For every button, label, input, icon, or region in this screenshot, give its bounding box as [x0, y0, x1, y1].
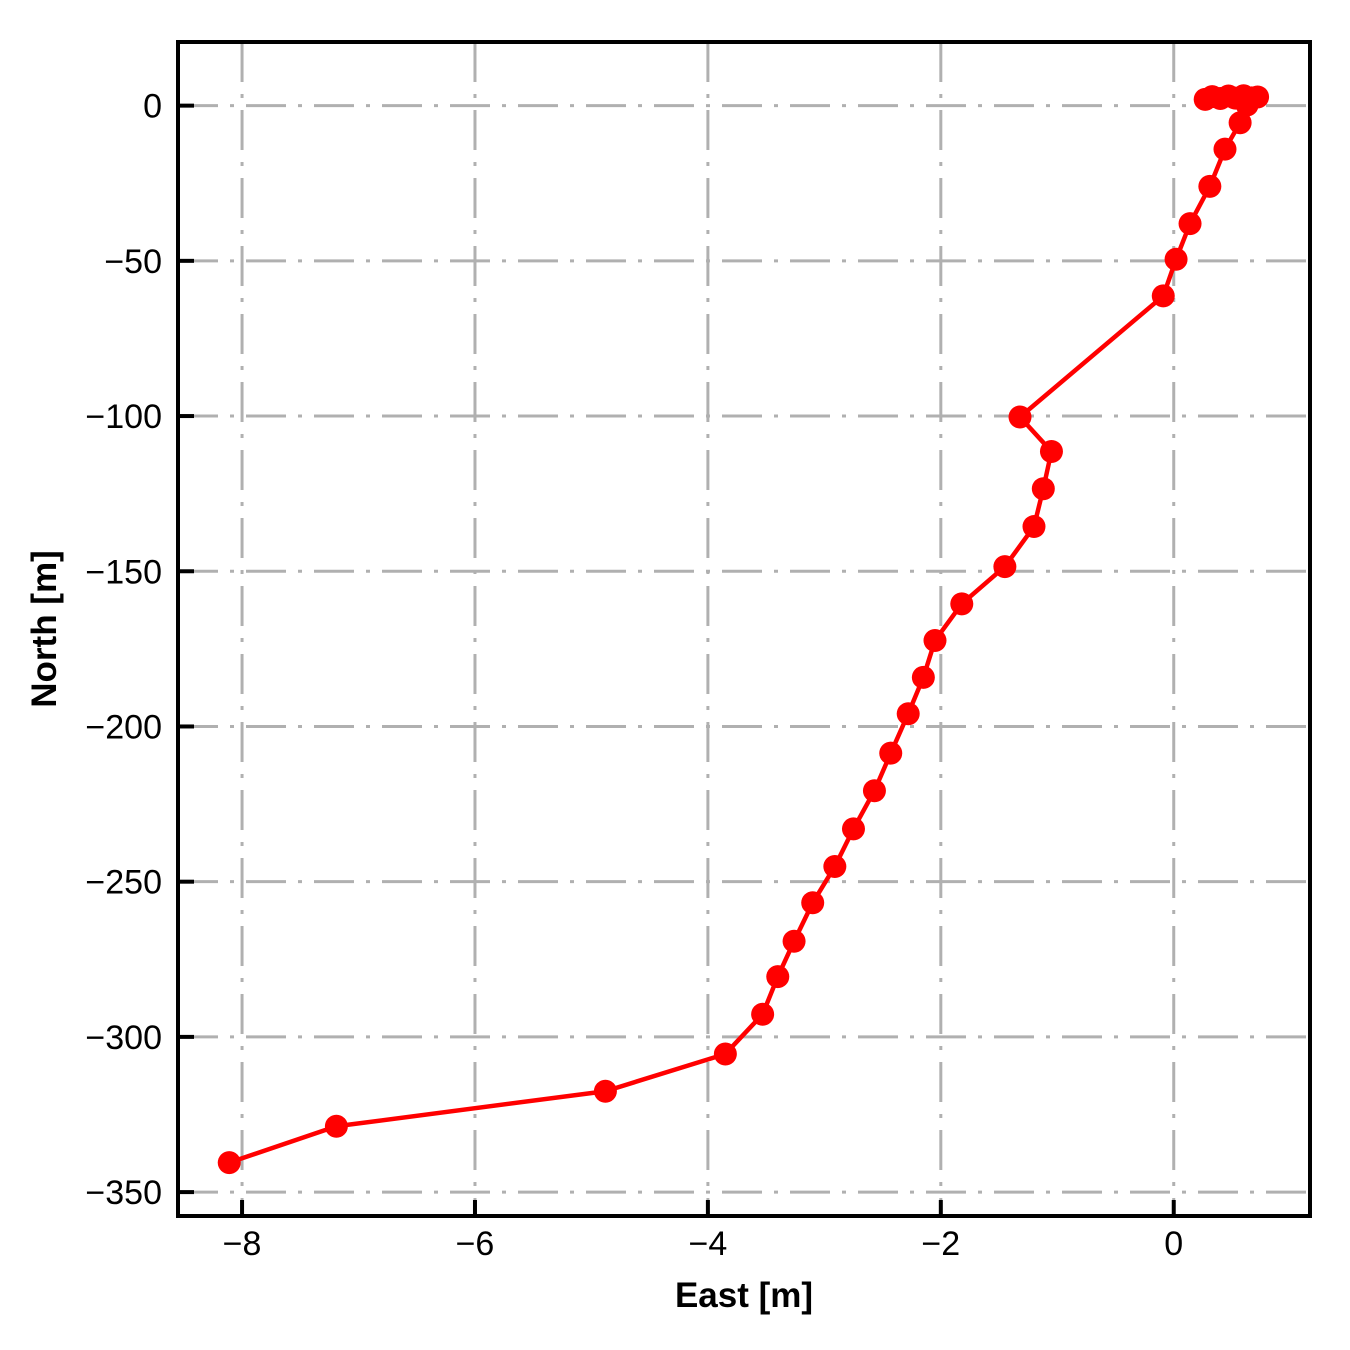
axis-layer	[176, 40, 1312, 1218]
data-point	[593, 1079, 617, 1103]
data-point	[841, 817, 865, 841]
x-tick-label: −2	[921, 1225, 960, 1263]
data-point	[1198, 174, 1222, 198]
data-point	[862, 779, 886, 803]
data-point	[896, 702, 920, 726]
y-tick-label: −150	[85, 553, 162, 591]
data-point	[1235, 93, 1259, 117]
y-tick-label: −100	[85, 398, 162, 436]
grid-layer	[178, 42, 1310, 1216]
y-tick-label: −300	[85, 1019, 162, 1057]
data-layer	[217, 84, 1270, 1175]
x-tick-label: −4	[689, 1225, 728, 1263]
data-point	[1031, 477, 1055, 501]
plot-border	[176, 40, 1312, 1218]
y-axis-label: North [m]	[25, 550, 64, 707]
data-point	[766, 965, 790, 989]
tick-label-layer: −8 −6 −4 −2 00−50−100−150−200−250−300−350	[85, 88, 1183, 1263]
data-point	[1228, 111, 1252, 135]
data-point	[1022, 515, 1046, 539]
data-point	[1164, 247, 1188, 271]
data-point	[1039, 439, 1063, 463]
data-point	[1178, 212, 1202, 236]
x-axis-label: East [m]	[675, 1276, 813, 1315]
y-tick-label: −250	[85, 864, 162, 902]
y-tick-label: −200	[85, 708, 162, 746]
trajectory-line	[226, 93, 1260, 1165]
data-point	[950, 592, 974, 616]
data-point	[923, 628, 947, 652]
data-point	[217, 1151, 241, 1175]
x-tick-label: −6	[456, 1225, 495, 1263]
data-point	[993, 555, 1017, 579]
data-point	[911, 665, 935, 689]
x-tick-label: −8	[223, 1225, 262, 1263]
data-point	[324, 1114, 348, 1138]
data-point	[1151, 284, 1175, 308]
data-point	[1008, 405, 1032, 429]
data-point	[751, 1002, 775, 1026]
data-point	[879, 741, 903, 765]
y-tick-label: −50	[104, 243, 162, 281]
data-point	[1213, 137, 1237, 161]
data-point	[713, 1042, 737, 1066]
y-tick-label: −350	[85, 1174, 162, 1212]
data-point	[823, 854, 847, 878]
data-point	[782, 929, 806, 953]
data-point	[801, 891, 825, 915]
x-tick-label: 0	[1164, 1225, 1183, 1263]
y-tick-label: 0	[143, 88, 162, 126]
